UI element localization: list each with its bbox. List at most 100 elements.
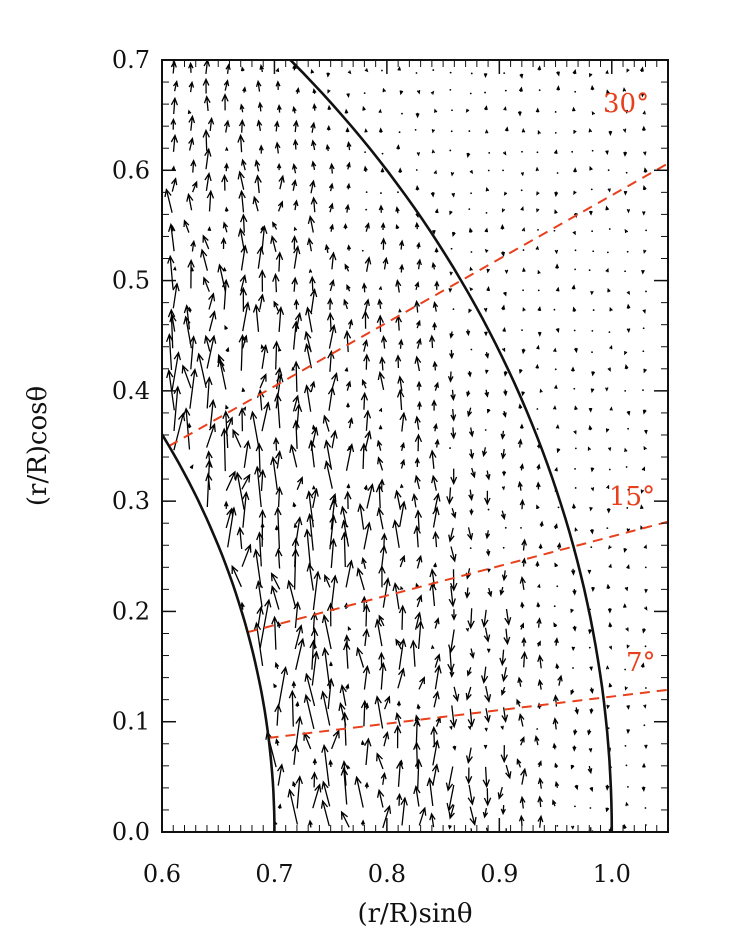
velocity-arrow <box>173 411 186 451</box>
velocity-arrow <box>626 208 631 214</box>
velocity-arrow <box>395 638 402 650</box>
velocity-arrow <box>605 267 609 273</box>
velocity-arrow <box>241 543 252 567</box>
velocity-arrow <box>431 399 437 411</box>
velocity-arrow <box>309 179 316 194</box>
velocity-arrow <box>468 427 475 438</box>
velocity-arrow-dot <box>449 149 452 152</box>
velocity-arrow <box>609 306 613 312</box>
velocity-arrow <box>554 249 559 255</box>
velocity-arrow <box>346 244 352 251</box>
velocity-arrow <box>312 757 318 765</box>
velocity-arrow <box>339 683 347 706</box>
velocity-arrow <box>399 263 405 273</box>
velocity-arrow <box>291 320 300 350</box>
velocity-arrow <box>520 767 528 785</box>
velocity-arrow <box>432 530 440 548</box>
velocity-arrow <box>536 208 540 213</box>
velocity-arrow-dot <box>470 348 473 351</box>
velocity-arrow <box>416 241 421 249</box>
velocity-arrow <box>190 159 197 173</box>
velocity-arrow <box>360 819 366 826</box>
velocity-arrow <box>393 724 402 749</box>
velocity-arrow <box>522 267 526 273</box>
velocity-arrow <box>624 364 629 370</box>
velocity-arrow <box>501 707 509 723</box>
velocity-arrow <box>272 221 278 230</box>
velocity-arrow <box>414 415 421 430</box>
velocity-arrow <box>291 366 295 371</box>
velocity-arrow <box>308 439 316 468</box>
velocity-arrow <box>426 777 434 806</box>
velocity-arrow <box>553 523 558 530</box>
velocity-arrow <box>309 639 317 670</box>
velocity-arrow-dot <box>470 192 473 195</box>
velocity-arrow-dot <box>626 250 629 253</box>
velocity-arrow <box>622 823 627 829</box>
velocity-arrow <box>400 585 404 591</box>
velocity-arrow-dot <box>627 427 629 430</box>
velocity-arrow <box>224 206 229 212</box>
velocity-arrow-dot <box>607 169 610 172</box>
velocity-arrow <box>484 708 491 724</box>
latitude-lines <box>168 162 668 739</box>
velocity-arrow <box>238 407 246 432</box>
velocity-arrow <box>396 144 401 150</box>
velocity-arrow-dot <box>642 327 645 330</box>
velocity-arrow <box>171 165 176 171</box>
velocity-arrow <box>450 389 456 402</box>
velocity-arrow <box>587 569 592 575</box>
velocity-arrow <box>311 424 316 431</box>
velocity-arrow <box>640 92 645 98</box>
velocity-arrow <box>270 572 281 590</box>
velocity-arrow <box>321 743 330 787</box>
velocity-arrow <box>376 506 384 530</box>
velocity-arrow <box>329 492 337 511</box>
velocity-arrow <box>626 729 631 735</box>
velocity-arrow <box>622 603 627 608</box>
velocity-arrow <box>207 226 212 232</box>
velocity-arrow <box>380 237 387 250</box>
velocity-arrow <box>501 667 508 683</box>
velocity-arrow <box>450 409 457 422</box>
velocity-arrow-dot <box>502 546 505 549</box>
velocity-arrow <box>200 248 209 271</box>
velocity-arrow <box>466 527 474 541</box>
velocity-arrow <box>587 765 593 775</box>
velocity-arrow <box>274 661 280 670</box>
velocity-arrow-dot <box>606 251 609 254</box>
velocity-arrow <box>499 586 505 596</box>
velocity-arrow <box>293 245 301 269</box>
velocity-arrow <box>465 329 471 337</box>
velocity-arrow <box>606 484 610 489</box>
velocity-arrow-dot <box>644 566 647 569</box>
velocity-arrow <box>468 489 474 502</box>
velocity-arrow <box>517 111 522 117</box>
velocity-arrow <box>623 151 628 157</box>
velocity-arrow <box>484 331 488 337</box>
velocity-arrow <box>502 151 507 156</box>
velocity-arrow <box>587 729 592 736</box>
velocity-arrow <box>338 701 347 726</box>
velocity-arrow <box>484 389 490 398</box>
velocity-arrow <box>555 424 560 429</box>
velocity-arrow <box>482 807 489 819</box>
velocity-arrow <box>374 695 384 729</box>
velocity-arrow <box>305 306 313 333</box>
velocity-arrow <box>330 429 338 449</box>
velocity-arrow <box>295 775 304 809</box>
velocity-arrow <box>169 313 177 332</box>
velocity-arrow <box>183 219 190 233</box>
velocity-arrow <box>521 391 526 397</box>
velocity-arrow <box>574 707 579 715</box>
velocity-arrow <box>202 276 210 292</box>
velocity-arrow-dot <box>538 89 541 92</box>
velocity-arrow <box>170 96 179 115</box>
velocity-arrow-dot <box>574 468 576 470</box>
velocity-arrow <box>364 781 370 789</box>
velocity-arrow <box>485 530 491 540</box>
velocity-arrow <box>605 150 609 156</box>
velocity-arrow <box>553 622 558 628</box>
velocity-arrow <box>428 334 436 349</box>
velocity-arrow <box>270 455 278 490</box>
